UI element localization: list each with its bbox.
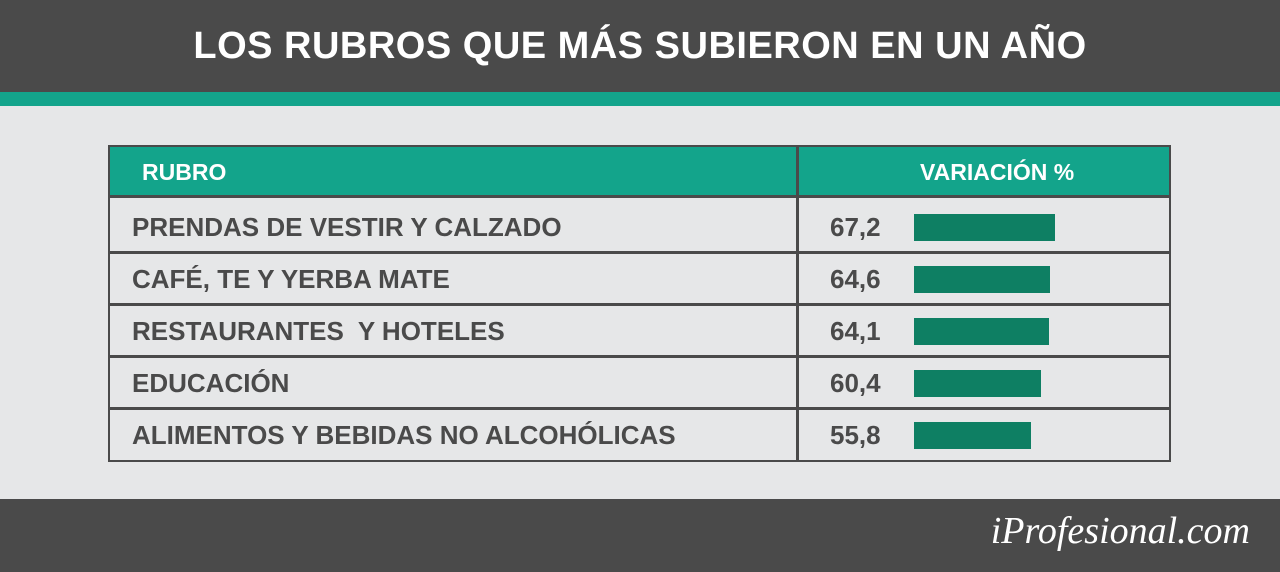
row-divider	[110, 407, 1169, 410]
variation-value: 64,1	[830, 316, 881, 346]
table-row: CAFÉ, TE Y YERBA MATE 64,6	[110, 253, 1169, 306]
data-table: RUBRO VARIACIÓN % PRENDAS DE VESTIR Y CA…	[108, 145, 1171, 462]
variation-value: 64,6	[830, 264, 881, 294]
variation-bar	[914, 318, 1049, 345]
footer-bar: iProfesional.com	[0, 499, 1280, 572]
variation-bar	[914, 214, 1056, 241]
rubro-label: RESTAURANTES Y HOTELES	[132, 316, 505, 346]
variation-bar	[914, 266, 1050, 293]
variation-value: 67,2	[830, 212, 881, 242]
table-row: RESTAURANTES Y HOTELES 64,1	[110, 305, 1169, 358]
table-row: EDUCACIÓN 60,4	[110, 357, 1169, 410]
accent-stripe	[0, 92, 1280, 106]
variation-bar	[914, 422, 1032, 449]
column-header-rubro: RUBRO	[142, 159, 227, 185]
header-bar: LOS RUBROS QUE MÁS SUBIERON EN UN AÑO	[0, 0, 1280, 92]
variation-value: 55,8	[830, 420, 881, 450]
variation-value: 60,4	[830, 368, 881, 398]
rubro-label: ALIMENTOS Y BEBIDAS NO ALCOHÓLICAS	[132, 420, 676, 450]
row-divider	[110, 355, 1169, 358]
chart-title: LOS RUBROS QUE MÁS SUBIERON EN UN AÑO	[193, 24, 1087, 67]
table-row: PRENDAS DE VESTIR Y CALZADO 67,2	[110, 201, 1169, 254]
row-divider	[110, 251, 1169, 254]
rubro-label: PRENDAS DE VESTIR Y CALZADO	[132, 212, 562, 242]
column-header-variacion: VARIACIÓN %	[920, 159, 1075, 185]
table-header: RUBRO VARIACIÓN %	[110, 147, 1169, 198]
row-divider	[110, 303, 1169, 306]
brand-logo: iProfesional.com	[990, 510, 1250, 552]
table-row: ALIMENTOS Y BEBIDAS NO ALCOHÓLICAS 55,8	[110, 409, 1169, 461]
rubro-label: CAFÉ, TE Y YERBA MATE	[132, 264, 450, 294]
variation-bar	[914, 370, 1041, 397]
rubro-label: EDUCACIÓN	[132, 368, 290, 398]
